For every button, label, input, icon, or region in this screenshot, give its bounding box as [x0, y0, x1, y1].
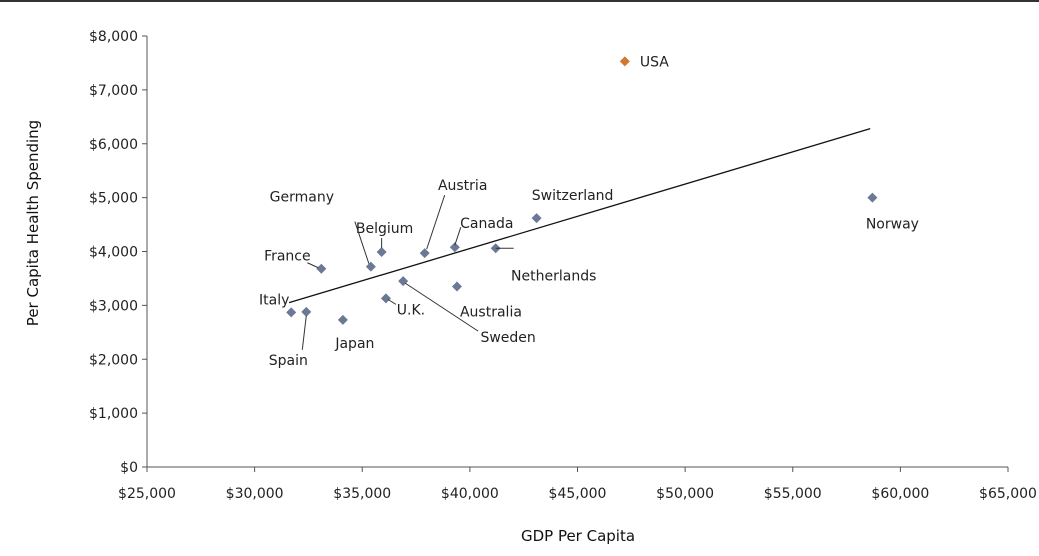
x-tick-label: $35,000 [333, 486, 391, 502]
y-tick-label: $5,000 [89, 191, 138, 207]
x-tick-label: $45,000 [549, 486, 607, 502]
data-point-label: Austria [438, 178, 487, 194]
data-point-label: Belgium [356, 221, 413, 237]
label-leader-line [404, 282, 479, 332]
data-point-label: France [264, 249, 311, 265]
y-tick-label: $3,000 [89, 298, 138, 314]
data-point-label: Netherlands [511, 268, 596, 284]
y-tick-label: $6,000 [89, 137, 138, 153]
y-tick-label: $4,000 [89, 245, 138, 261]
x-tick-label: $25,000 [118, 486, 176, 502]
data-point-marker [449, 242, 460, 253]
data-point-label: Sweden [480, 330, 535, 346]
data-point-marker [419, 248, 430, 259]
data-point-marker [380, 293, 391, 304]
data-point-marker [365, 261, 376, 272]
label-leader-line [454, 227, 462, 246]
x-tick-label: $40,000 [441, 486, 499, 502]
data-point-marker [867, 192, 878, 203]
x-tick-label: $55,000 [764, 486, 822, 502]
data-point-label: U.K. [397, 302, 425, 318]
data-point-label: USA [640, 54, 669, 70]
data-point-marker [451, 281, 462, 292]
data-point-label: Australia [460, 305, 522, 321]
x-tick-label: $60,000 [871, 486, 929, 502]
x-tick-label: $30,000 [226, 486, 284, 502]
y-tick-label: $8,000 [89, 29, 138, 45]
label-leader-line [301, 315, 307, 350]
axes [142, 35, 1009, 472]
data-point-marker [316, 263, 327, 274]
label-leader-line [426, 194, 446, 250]
data-point-marker [286, 307, 297, 318]
data-point-label: Spain [269, 353, 308, 369]
x-tick-label: $50,000 [656, 486, 714, 502]
data-point-label: Canada [460, 216, 513, 232]
data-point-label: Switzerland [532, 188, 614, 204]
data-point-marker [619, 56, 630, 67]
data-point-label: Germany [270, 190, 334, 206]
y-tick-label: $1,000 [89, 406, 138, 422]
trendline-group [288, 128, 871, 304]
data-points [286, 56, 878, 325]
x-axis-title: GDP Per Capita [521, 527, 635, 545]
data-point-marker [531, 213, 542, 224]
tick-labels: $0 $1,000 $2,000 $3,000 $4,000 $5,000 $6,000 $7… [89, 29, 1037, 502]
x-tick-label: $65,000 [979, 486, 1037, 502]
trendline [288, 128, 871, 304]
point-labels: USA Norway Switzerland Netherlands Canada Aus… [259, 54, 919, 369]
label-leader-line [387, 298, 397, 305]
y-tick-label: $0 [120, 460, 138, 476]
y-tick-label: $7,000 [89, 83, 138, 99]
data-point-marker [301, 306, 312, 317]
data-point-marker [337, 314, 348, 325]
data-point-label: Norway [866, 217, 919, 233]
data-point-label: Japan [334, 336, 374, 352]
label-leader-line [354, 221, 370, 264]
y-tick-label: $2,000 [89, 352, 138, 368]
label-leader-line [307, 262, 319, 269]
data-point-marker [376, 247, 387, 258]
y-axis-title: Per Capita Health Spending [24, 120, 42, 326]
data-point-label: Italy [259, 292, 289, 308]
